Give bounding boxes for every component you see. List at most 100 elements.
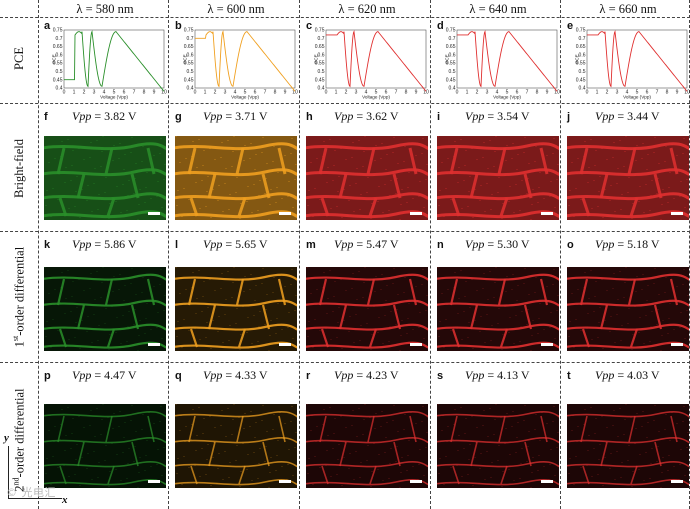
texture-speckle bbox=[120, 343, 122, 344]
texture-speckle bbox=[528, 431, 530, 432]
column-wavelength-header: λ = 600 nm bbox=[207, 2, 265, 16]
texture-speckle bbox=[83, 159, 85, 160]
texture-speckle bbox=[550, 181, 552, 182]
vpp-symbol: Vpp bbox=[595, 368, 615, 382]
texture-speckle bbox=[181, 484, 183, 485]
texture-speckle bbox=[246, 469, 248, 470]
cell-wall bbox=[469, 304, 479, 330]
texture-speckle bbox=[494, 282, 496, 283]
micrograph bbox=[175, 404, 297, 488]
texture-speckle bbox=[656, 324, 658, 325]
cell-wall bbox=[306, 299, 428, 307]
texture-speckle bbox=[235, 460, 237, 461]
cell-wall bbox=[627, 147, 637, 175]
vpp-value: = 5.47 V bbox=[353, 237, 399, 251]
texture-speckle bbox=[382, 343, 384, 344]
texture-speckle bbox=[348, 468, 350, 469]
texture-speckle bbox=[501, 486, 503, 487]
texture-speckle bbox=[235, 323, 237, 324]
texture-speckle bbox=[307, 205, 309, 206]
cell-wall bbox=[146, 278, 156, 306]
texture-speckle bbox=[684, 207, 686, 208]
texture-speckle bbox=[395, 193, 397, 194]
texture-speckle bbox=[645, 452, 647, 453]
texture-speckle bbox=[623, 434, 625, 435]
texture-speckle bbox=[683, 269, 685, 270]
texture-speckle bbox=[591, 339, 593, 340]
texture-speckle bbox=[345, 427, 347, 428]
micrograph-panel bbox=[306, 267, 428, 351]
texture-speckle bbox=[385, 437, 387, 438]
texture-speckle bbox=[202, 296, 204, 297]
texture-speckle bbox=[638, 201, 640, 202]
texture-speckle bbox=[144, 202, 146, 203]
texture-speckle bbox=[645, 184, 647, 185]
texture-speckle bbox=[673, 466, 675, 467]
texture-speckle bbox=[407, 187, 409, 188]
texture-speckle bbox=[336, 206, 338, 207]
texture-speckle bbox=[590, 270, 592, 271]
panel-letter: a bbox=[44, 20, 51, 32]
texture-speckle bbox=[654, 268, 656, 269]
texture-speckle bbox=[537, 470, 539, 471]
texture-speckle bbox=[253, 315, 255, 316]
texture-speckle bbox=[568, 336, 570, 337]
texture-speckle bbox=[521, 448, 523, 449]
texture-speckle bbox=[290, 421, 292, 422]
texture-speckle bbox=[360, 462, 362, 463]
texture-speckle bbox=[112, 428, 114, 429]
texture-speckle bbox=[493, 434, 495, 435]
texture-speckle bbox=[290, 284, 292, 285]
texture-speckle bbox=[397, 431, 399, 432]
texture-speckle bbox=[330, 339, 332, 340]
texture-speckle bbox=[116, 186, 118, 187]
cell-wall bbox=[175, 299, 297, 307]
texture-speckle bbox=[291, 269, 293, 270]
texture-speckle bbox=[569, 458, 571, 459]
cell-wall bbox=[451, 328, 461, 348]
texture-speckle bbox=[364, 404, 366, 405]
texture-speckle bbox=[281, 466, 283, 467]
texture-speckle bbox=[68, 208, 70, 209]
texture-speckle bbox=[101, 151, 103, 152]
cell-wall bbox=[470, 441, 478, 467]
watermark: © 光电汇 bbox=[6, 486, 56, 499]
texture-speckle bbox=[276, 455, 278, 456]
cell-wall bbox=[567, 341, 689, 349]
texture-speckle bbox=[102, 267, 104, 268]
cell-wall bbox=[437, 410, 559, 418]
texture-speckle bbox=[512, 411, 514, 412]
texture-speckle bbox=[639, 454, 641, 455]
texture-speckle bbox=[225, 299, 227, 300]
texture-speckle bbox=[419, 181, 421, 182]
texture-speckle bbox=[176, 473, 178, 474]
texture-speckle bbox=[144, 333, 146, 334]
texture-speckle bbox=[550, 312, 552, 313]
texture-speckle bbox=[150, 329, 152, 330]
cell-wall bbox=[106, 197, 116, 217]
x-tick-label: 0 bbox=[586, 90, 589, 96]
texture-speckle bbox=[649, 478, 651, 479]
cell-wall bbox=[44, 460, 166, 468]
texture-speckle bbox=[531, 204, 533, 205]
texture-speckle bbox=[262, 405, 264, 406]
texture-speckle bbox=[418, 464, 420, 465]
axis-arrow-vertical bbox=[8, 446, 9, 498]
texture-speckle bbox=[476, 159, 478, 160]
texture-speckle bbox=[126, 478, 128, 479]
texture-speckle bbox=[580, 199, 582, 200]
texture-speckle bbox=[519, 341, 521, 342]
texture-speckle bbox=[349, 185, 351, 186]
texture-speckle bbox=[52, 456, 54, 457]
cell-wall bbox=[130, 173, 140, 199]
micrograph-panel bbox=[44, 404, 166, 488]
cell-wall bbox=[261, 304, 271, 330]
texture-speckle bbox=[479, 468, 481, 469]
texture-speckle bbox=[97, 340, 99, 341]
texture-speckle bbox=[67, 139, 69, 140]
cell-wall bbox=[437, 168, 559, 177]
texture-speckle bbox=[571, 430, 573, 431]
texture-speckle bbox=[683, 406, 685, 407]
texture-speckle bbox=[135, 294, 137, 295]
texture-speckle bbox=[229, 325, 231, 326]
